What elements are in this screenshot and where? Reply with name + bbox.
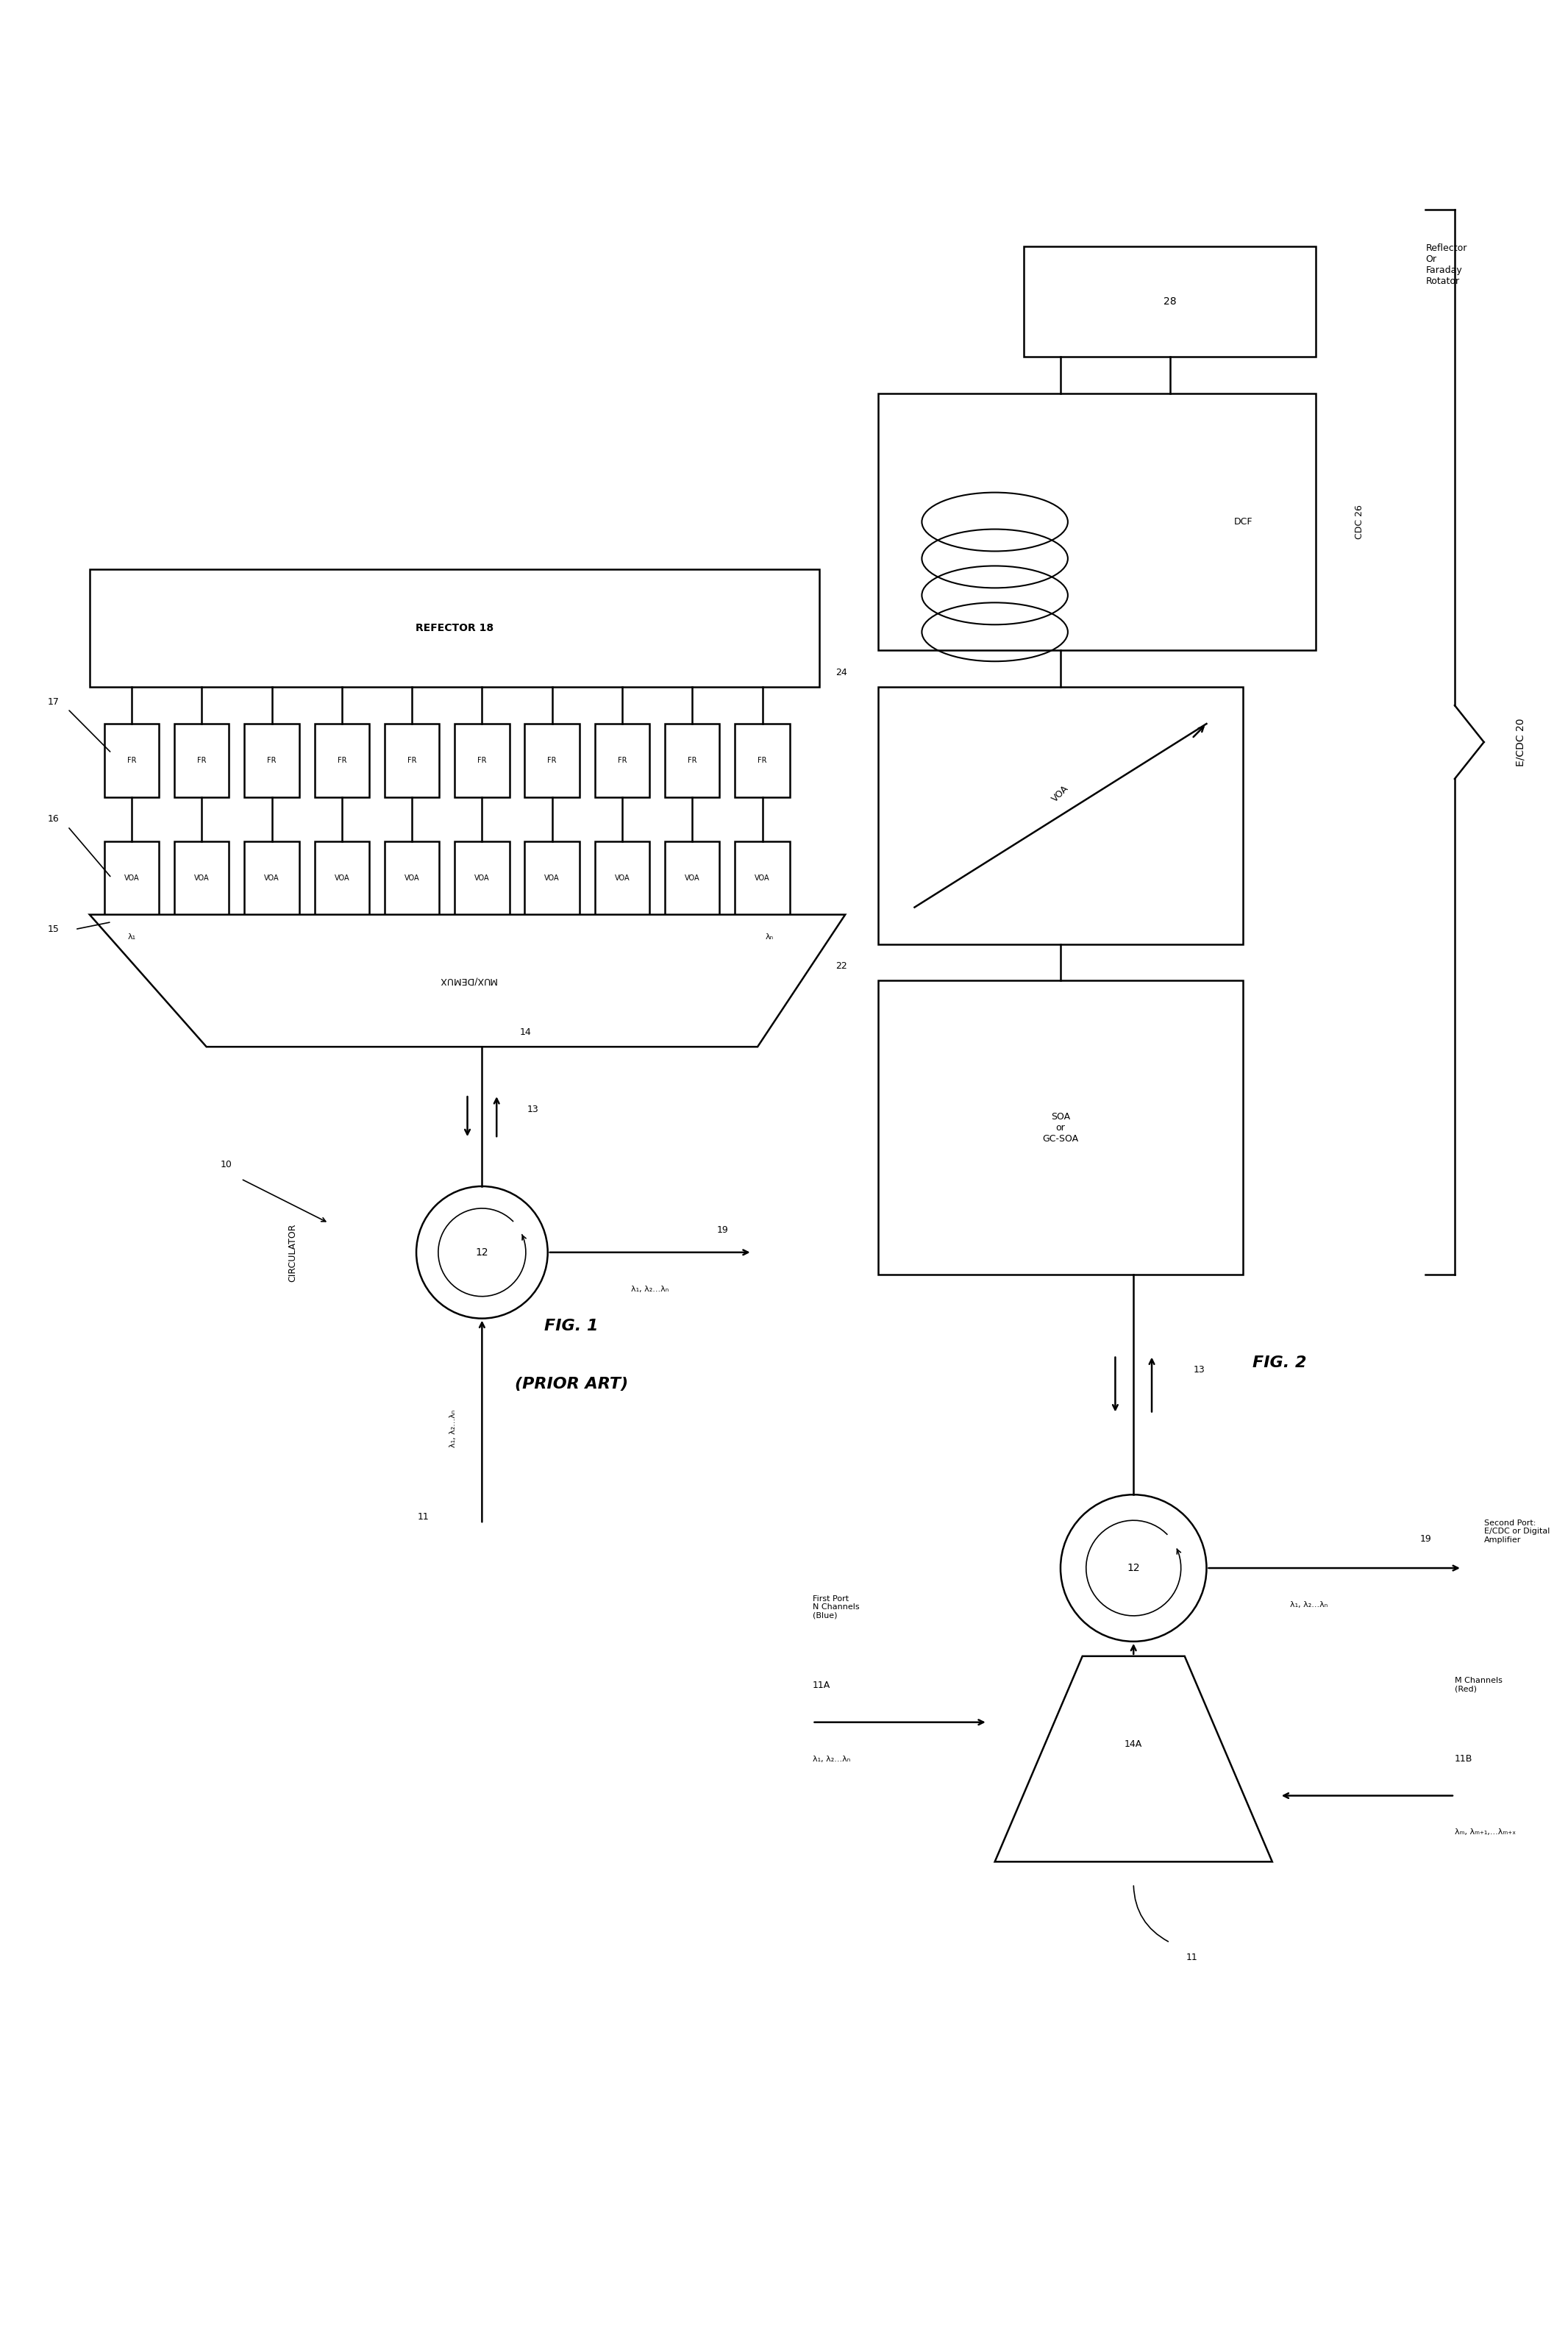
- Bar: [89, 569, 820, 686]
- Bar: [665, 840, 720, 915]
- Bar: [384, 840, 439, 915]
- Text: 19: 19: [717, 1227, 729, 1236]
- Text: SOA
or
GC-SOA: SOA or GC-SOA: [1043, 1112, 1079, 1142]
- Text: λ₁, λ₂...λₙ: λ₁, λ₂...λₙ: [448, 1409, 456, 1447]
- Text: λ₁, λ₂...λₙ: λ₁, λ₂...λₙ: [1290, 1601, 1328, 1608]
- Bar: [384, 723, 439, 798]
- Bar: [665, 723, 720, 798]
- Text: CDC 26: CDC 26: [1355, 506, 1364, 538]
- Polygon shape: [89, 915, 845, 1046]
- Bar: [735, 723, 790, 798]
- Text: (PRIOR ART): (PRIOR ART): [514, 1377, 629, 1393]
- Text: FR: FR: [757, 756, 767, 763]
- Bar: [525, 723, 580, 798]
- Text: E/CDC 20: E/CDC 20: [1515, 719, 1526, 766]
- Text: DCF: DCF: [1234, 517, 1253, 527]
- Text: 14: 14: [521, 1028, 532, 1037]
- Text: FR: FR: [198, 756, 207, 763]
- Text: 12: 12: [475, 1248, 489, 1257]
- Polygon shape: [994, 1655, 1272, 1861]
- Text: 11A: 11A: [812, 1681, 829, 1690]
- Bar: [245, 840, 299, 915]
- Bar: [315, 840, 368, 915]
- Text: FIG. 1: FIG. 1: [544, 1318, 599, 1332]
- Text: VOA: VOA: [1051, 784, 1071, 803]
- Text: MUX/DEMUX: MUX/DEMUX: [439, 976, 497, 986]
- Text: 12: 12: [1127, 1564, 1140, 1573]
- Text: λ₁, λ₂...λₙ: λ₁, λ₂...λₙ: [630, 1285, 668, 1292]
- Bar: [103, 840, 158, 915]
- Text: VOA: VOA: [685, 873, 699, 883]
- Text: VOA: VOA: [405, 873, 420, 883]
- Text: REFECTOR 18: REFECTOR 18: [416, 623, 494, 634]
- Bar: [315, 723, 368, 798]
- Text: VOA: VOA: [615, 873, 630, 883]
- Bar: [245, 723, 299, 798]
- Text: FIG. 2: FIG. 2: [1253, 1355, 1306, 1369]
- Text: FR: FR: [618, 756, 627, 763]
- Bar: [525, 840, 580, 915]
- Text: Reflector
Or
Faraday
Rotator: Reflector Or Faraday Rotator: [1425, 243, 1468, 286]
- Text: 15: 15: [47, 925, 60, 934]
- Text: VOA: VOA: [124, 873, 140, 883]
- Text: 11: 11: [417, 1512, 430, 1522]
- Bar: [878, 393, 1316, 651]
- Text: VOA: VOA: [544, 873, 560, 883]
- Text: 13: 13: [527, 1105, 539, 1114]
- Text: 11B: 11B: [1455, 1753, 1472, 1763]
- Text: FR: FR: [127, 756, 136, 763]
- Text: FR: FR: [547, 756, 557, 763]
- Text: 17: 17: [47, 698, 60, 707]
- Bar: [735, 840, 790, 915]
- Bar: [878, 981, 1243, 1274]
- Bar: [103, 723, 158, 798]
- Text: FR: FR: [267, 756, 276, 763]
- Text: CIRCULATOR: CIRCULATOR: [287, 1222, 296, 1281]
- Text: FR: FR: [688, 756, 696, 763]
- Bar: [174, 723, 229, 798]
- Text: 19: 19: [1419, 1533, 1432, 1543]
- Text: 22: 22: [836, 962, 847, 972]
- Text: FR: FR: [477, 756, 486, 763]
- Text: M Channels
(Red): M Channels (Red): [1455, 1676, 1502, 1693]
- Bar: [594, 840, 649, 915]
- Text: 14A: 14A: [1124, 1739, 1143, 1749]
- Text: First Port
N Channels
(Blue): First Port N Channels (Blue): [812, 1594, 859, 1620]
- Text: Second Port:
E/CDC or Digital
Amplifier: Second Port: E/CDC or Digital Amplifier: [1483, 1519, 1549, 1543]
- Text: 16: 16: [47, 815, 60, 824]
- Text: FR: FR: [408, 756, 417, 763]
- Text: VOA: VOA: [754, 873, 770, 883]
- Text: 11: 11: [1185, 1952, 1198, 1962]
- Text: 24: 24: [836, 667, 847, 677]
- Bar: [878, 686, 1243, 943]
- Bar: [1024, 246, 1316, 356]
- Text: VOA: VOA: [194, 873, 209, 883]
- Text: 10: 10: [221, 1159, 232, 1168]
- Text: λ₁, λ₂...λₙ: λ₁, λ₂...λₙ: [812, 1756, 850, 1763]
- Bar: [455, 840, 510, 915]
- Text: FR: FR: [337, 756, 347, 763]
- Text: λₙ: λₙ: [765, 934, 773, 941]
- Text: λ₁: λ₁: [127, 934, 136, 941]
- Text: VOA: VOA: [263, 873, 279, 883]
- Bar: [455, 723, 510, 798]
- Text: 28: 28: [1163, 297, 1176, 307]
- Text: VOA: VOA: [334, 873, 350, 883]
- Text: VOA: VOA: [475, 873, 489, 883]
- Bar: [594, 723, 649, 798]
- Text: λₘ, λₘ₊₁,...λₘ₊ₓ: λₘ, λₘ₊₁,...λₘ₊ₓ: [1455, 1828, 1516, 1835]
- Bar: [174, 840, 229, 915]
- Text: 13: 13: [1193, 1365, 1204, 1374]
